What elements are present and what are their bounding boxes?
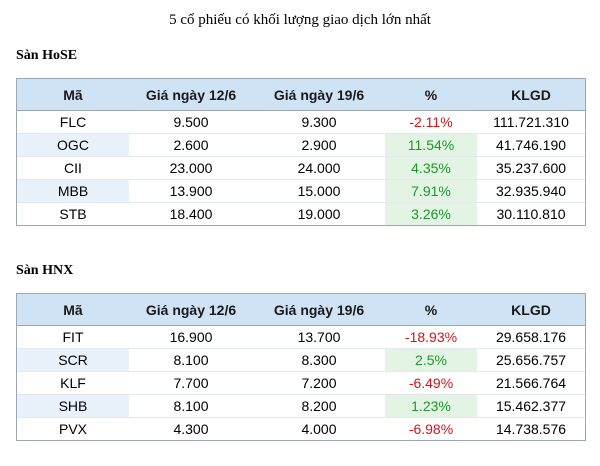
header-gia-19-6: Giá ngày 19/6	[253, 294, 385, 326]
cell-ma: MBB	[17, 180, 129, 203]
cell-klgd: 15.462.377	[477, 395, 585, 418]
header-klgd: KLGD	[477, 79, 585, 111]
cell-klgd: 14.738.576	[495, 421, 567, 437]
cell-pct: 7.91%	[385, 180, 477, 203]
cell-pct: -6.98%	[408, 421, 454, 437]
cell-gia-19-6: 4.000	[301, 421, 337, 437]
cell-klgd: 30.110.810	[496, 206, 566, 222]
cell-pct: 1.23%	[385, 395, 477, 418]
header-ma: Mã	[17, 79, 129, 111]
table-row: STB 18.400 19.000 3.26% 30.110.810	[17, 203, 585, 225]
cell-ma: PVX	[17, 418, 129, 440]
cell-pct: 4.35%	[385, 157, 477, 180]
table-row: FLC 9.500 9.300 -2.11% 111.721.310	[17, 111, 585, 134]
table-header-row: Mã Giá ngày 12/6 Giá ngày 19/6 % KLGD	[17, 294, 585, 326]
header-pct: %	[385, 79, 477, 111]
cell-gia-12-6: 9.500	[129, 111, 253, 134]
table-row: PVX 4.300 4.000 -6.98% 14.738.576	[17, 418, 585, 440]
cell-gia-19-6: 2.900	[253, 134, 385, 157]
cell-klgd: 21.566.764	[477, 372, 585, 395]
cell-gia-12-6: 4.300	[173, 421, 209, 437]
cell-gia-19-6: 7.200	[253, 372, 385, 395]
cell-ma: CII	[17, 157, 129, 180]
cell-klgd: 35.237.600	[477, 157, 585, 180]
cell-gia-12-6: 8.100	[129, 349, 253, 372]
cell-ma: SHB	[17, 395, 129, 418]
hose-table: Mã Giá ngày 12/6 Giá ngày 19/6 % KLGD FL…	[16, 78, 586, 226]
cell-gia-19-6: 24.000	[253, 157, 385, 180]
table-row: FIT 16.900 13.700 -18.93% 29.658.176	[17, 326, 585, 349]
cell-gia-19-6: 13.700	[253, 326, 385, 349]
cell-pct: 11.54%	[385, 134, 477, 157]
table-row: OGC 2.600 2.900 11.54% 41.746.190	[17, 134, 585, 157]
cell-ma: SCR	[17, 349, 129, 372]
cell-ma: FIT	[17, 326, 129, 349]
cell-pct: 2.5%	[385, 349, 477, 372]
cell-gia-19-6: 9.300	[253, 111, 385, 134]
cell-klgd: 41.746.190	[477, 134, 585, 157]
cell-gia-19-6: 19.000	[297, 206, 341, 222]
cell-gia-12-6: 8.100	[129, 395, 253, 418]
header-gia-12-6: Giá ngày 12/6	[129, 294, 253, 326]
cell-gia-19-6: 8.300	[253, 349, 385, 372]
cell-ma: OGC	[17, 134, 129, 157]
cell-klgd: 29.658.176	[477, 326, 585, 349]
cell-gia-12-6: 13.900	[129, 180, 253, 203]
hose-table-body: FLC 9.500 9.300 -2.11% 111.721.310 OGC 2.600 2.…	[17, 111, 585, 225]
page-title: 5 cổ phiếu có khối lượng giao dịch lớn n…	[169, 12, 431, 28]
header-pct: %	[385, 294, 477, 326]
cell-ma: KLF	[17, 372, 129, 395]
cell-pct: -6.49%	[385, 372, 477, 395]
table-row: SHB 8.100 8.200 1.23% 15.462.377	[17, 395, 585, 418]
cell-pct: -2.11%	[385, 111, 477, 134]
table-header-row: Mã Giá ngày 12/6 Giá ngày 19/6 % KLGD	[17, 79, 585, 111]
header-gia-12-6: Giá ngày 12/6	[129, 79, 253, 111]
cell-gia-12-6: 23.000	[129, 157, 253, 180]
table-row: SCR 8.100 8.300 2.5% 25.656.757	[17, 349, 585, 372]
table-row: CII 23.000 24.000 4.35% 35.237.600	[17, 157, 585, 180]
cell-klgd: 25.656.757	[477, 349, 585, 372]
hnx-table-body: FIT 16.900 13.700 -18.93% 29.658.176 SCR 8.100…	[17, 326, 585, 440]
table-row: MBB 13.900 15.000 7.91% 32.935.940	[17, 180, 585, 203]
section-label-hnx: Sàn HNX	[16, 263, 74, 278]
cell-gia-19-6: 8.200	[253, 395, 385, 418]
cell-gia-19-6: 15.000	[253, 180, 385, 203]
cell-ma: FLC	[17, 111, 129, 134]
cell-gia-12-6: 16.900	[129, 326, 253, 349]
cell-gia-12-6: 7.700	[129, 372, 253, 395]
cell-pct: -18.93%	[385, 326, 477, 349]
header-klgd: KLGD	[477, 294, 585, 326]
cell-klgd: 111.721.310	[477, 111, 585, 134]
cell-pct: 3.26%	[385, 203, 477, 225]
header-gia-19-6: Giá ngày 19/6	[253, 79, 385, 111]
cell-ma: STB	[17, 203, 129, 225]
section-label-hose: Sàn HoSE	[16, 48, 78, 63]
header-ma: Mã	[17, 294, 129, 326]
hnx-table: Mã Giá ngày 12/6 Giá ngày 19/6 % KLGD FI…	[16, 293, 586, 441]
cell-gia-12-6: 18.400	[169, 206, 213, 222]
cell-gia-12-6: 2.600	[129, 134, 253, 157]
table-row: KLF 7.700 7.200 -6.49% 21.566.764	[17, 372, 585, 395]
cell-klgd: 32.935.940	[477, 180, 585, 203]
